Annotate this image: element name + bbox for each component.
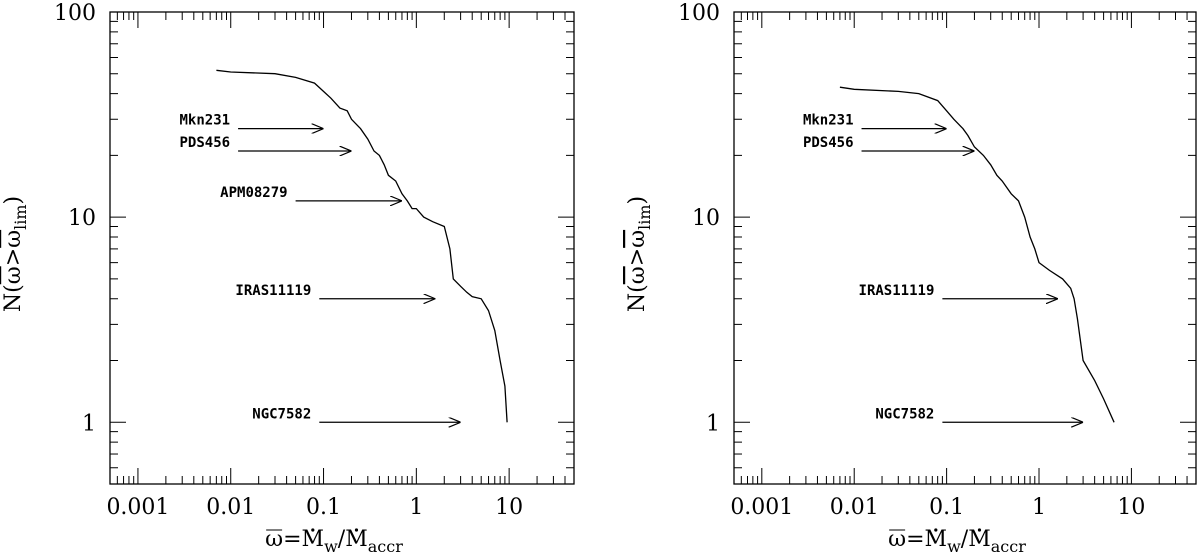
chart-0-x-tick-label: 0.001 [106,495,169,520]
chart-0-y-axis-close: ) [1,196,26,205]
chart-1-series-line [839,86,1115,423]
chart-1-y-axis-gt: > [625,248,650,266]
chart-0-annotation-label: IRAS11119 [235,283,311,299]
chart-0-x-tick-label: 0.01 [206,495,255,520]
chart-1-x-axis-M1: M [925,527,948,552]
chart-0-series-line [216,69,508,423]
chart-1-y-axis-omega2: ω [625,230,650,248]
chart-1-y-tick-label: 10 [692,206,720,231]
chart-0-annotation-label: PDS456 [180,135,231,151]
chart-1-x-axis-M2: M [968,527,991,552]
chart-0-y-axis-omega2: ω [1,230,26,248]
chart-1-x-axis-dot-2 [977,528,982,532]
chart-0-plot-frame [109,11,575,485]
chart-0-annotation-label: NGC7582 [252,406,311,422]
chart-1-x-axis-sub-w: w [947,537,961,552]
chart-1-x-axis-slash: / [961,527,969,552]
chart-1-x-axis-dot-1 [934,528,938,532]
chart-1-x-tick-label: 0.001 [730,495,793,520]
chart-1-x-axis-sub-accr: accr [991,537,1026,552]
chart-1-y-axis-title: N(ω>ωlim) [625,196,654,312]
chart-0-x-axis-dot-2 [354,528,359,532]
chart-0-y-axis-omega1: ω [1,266,26,284]
chart-0-x-axis-eq: = [283,527,301,552]
chart-1-x-tick-label: 1 [1032,495,1046,520]
chart-1-y-tick-label: 100 [678,1,720,26]
chart-0-y-tick-label: 100 [54,1,96,26]
chart-0-x-axis-omega: ω [265,527,283,552]
chart-0-y-axis-sub: lim [11,205,30,230]
chart-1-y-tick-label: 1 [706,411,720,436]
chart-1-x-axis-eq: = [906,527,924,552]
chart-0-x-axis-M1: M [302,527,325,552]
chart-0-annotation-label: APM08279 [220,185,287,201]
chart-0-x-axis-slash: / [338,527,346,552]
chart-0-x-axis-dot-1 [311,528,315,532]
chart-0-x-tick-label: 10 [495,495,523,520]
chart-0-y-tick-label: 10 [68,206,96,231]
chart-0-y-axis-N: N( [1,284,26,312]
chart-1-y-axis-omega1: ω [625,266,650,284]
chart-0-x-axis-sub-accr: accr [368,537,403,552]
chart-0-x-tick-label: 1 [409,495,423,520]
right-panel: 0.001 0.01 0.1 1 10110100ω=Mw/MaccrN(ω>ωlim)… [625,1,1197,552]
chart-0-x-axis-sub-w: w [324,537,338,552]
chart-1-annotation-label: Mkn231 [803,113,854,129]
chart-1-y-axis-close: ) [625,196,650,205]
chart-0-y-axis-title: N(ω>ωlim) [1,196,30,312]
chart-1-y-axis-sub: lim [635,205,654,230]
chart-0-x-tick-label: 0.1 [306,495,341,520]
chart-1-x-tick-label: 10 [1117,495,1145,520]
chart-1-x-tick-label: 0.01 [830,495,879,520]
chart-1-x-axis-omega: ω [888,527,906,552]
chart-1-x-axis-title: ω=Mw/Maccr [888,527,1026,552]
chart-0-y-tick-label: 1 [82,411,96,436]
chart-0-x-axis-title: ω=Mw/Maccr [265,527,403,552]
chart-0-annotation-label: Mkn231 [180,113,231,129]
chart-0-x-axis-M2: M [345,527,368,552]
chart-1-annotation-label: IRAS11119 [859,283,935,299]
chart-0-y-axis-gt: > [1,248,26,266]
left-panel: 0.001 0.01 0.1 1 10110100ω=Mw/MaccrN(ω>ωlim)… [1,1,575,552]
chart-1-plot-frame [733,11,1197,485]
chart-1-y-axis-N: N( [625,284,650,312]
chart-1-x-tick-label: 0.1 [929,495,964,520]
chart-1-annotation-label: NGC7582 [875,406,934,422]
chart-1-annotation-label: PDS456 [803,135,854,151]
